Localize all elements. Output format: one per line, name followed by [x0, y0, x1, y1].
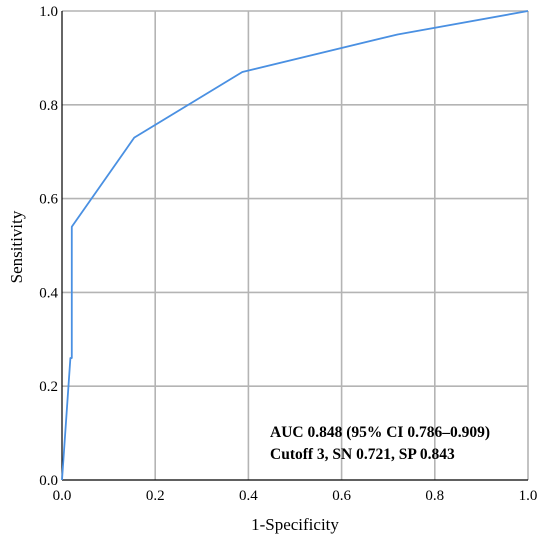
roc-curve-line	[61, 10, 529, 481]
x-tick-label: 0.2	[146, 488, 165, 504]
axis-layer	[61, 11, 528, 481]
line-layer	[61, 10, 529, 481]
x-tick-label: 1.0	[519, 488, 538, 504]
x-axis-title: 1-Specificity	[251, 515, 339, 534]
y-tick-label: 0.4	[39, 285, 58, 301]
x-tick-label: 0.8	[425, 488, 444, 504]
grid-layer	[62, 10, 529, 480]
x-tick-label: 0.6	[332, 488, 351, 504]
y-tick-label: 0.2	[39, 379, 58, 395]
y-tick-label: 0.0	[39, 473, 58, 489]
x-tick-label: 0.0	[53, 488, 72, 504]
annotation-cutoff: Cutoff 3, SN 0.721, SP 0.843	[270, 446, 455, 463]
annotation-auc: AUC 0.848 (95% CI 0.786–0.909)	[270, 424, 490, 441]
y-tick-label: 0.8	[39, 98, 58, 114]
x-tick-label: 0.4	[239, 488, 258, 504]
y-tick-label: 1.0	[39, 4, 58, 20]
tick-layer: 0.0 0.2 0.4 0.6 0.8 1.0 0.0 0.2 0.4 0.6 0.8 1.0	[39, 4, 537, 504]
y-tick-label: 0.6	[39, 192, 58, 208]
y-axis-title: Sensitivity	[7, 210, 26, 283]
